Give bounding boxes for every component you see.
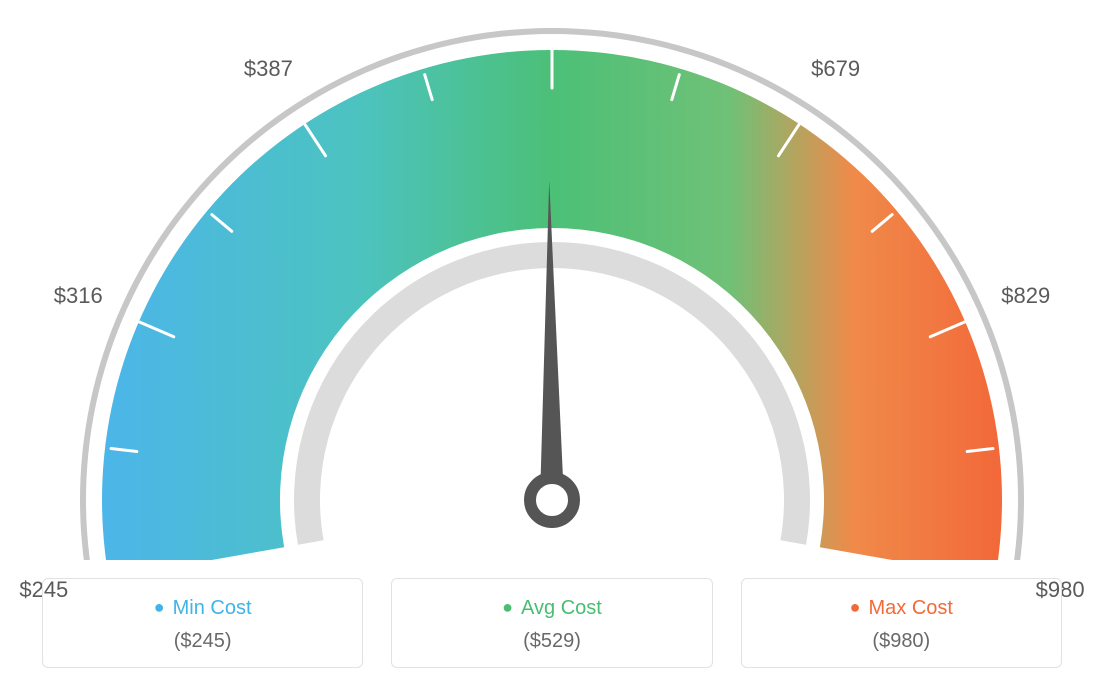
needle-hub	[530, 478, 574, 522]
tick-label: $829	[1001, 283, 1050, 309]
tick-label: $316	[54, 283, 103, 309]
legend-avg-title: Avg Cost	[402, 597, 701, 620]
legend-min-box: Min Cost ($245)	[42, 578, 363, 668]
legend-min-title: Min Cost	[53, 597, 352, 620]
legend-avg-box: Avg Cost ($529)	[391, 578, 712, 668]
legend-max-box: Max Cost ($980)	[741, 578, 1062, 668]
gauge-chart: $245$316$387$529$679$829$980	[0, 0, 1104, 560]
legend-row: Min Cost ($245) Avg Cost ($529) Max Cost…	[42, 578, 1062, 668]
legend-avg-value: ($529)	[402, 630, 701, 653]
tick-label: $679	[811, 56, 860, 82]
legend-max-title: Max Cost	[752, 597, 1051, 620]
legend-max-value: ($980)	[752, 630, 1051, 653]
legend-min-value: ($245)	[53, 630, 352, 653]
gauge-svg	[0, 0, 1104, 560]
tick-label: $387	[244, 56, 293, 82]
